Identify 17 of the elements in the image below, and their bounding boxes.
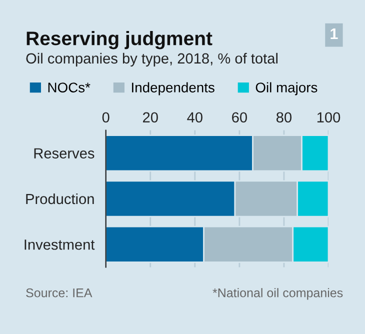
chart-title: Reserving judgment <box>26 31 212 50</box>
x-tick-label: 0 <box>102 112 110 123</box>
y-tick-label: Production <box>26 193 94 204</box>
legend-label: NOCs* <box>48 82 90 92</box>
x-tick-label: 40 <box>187 112 202 123</box>
y-tick-label: Reserves <box>34 148 94 159</box>
x-tick-label: 80 <box>276 112 292 123</box>
chart-subtitle: Oil companies by type, 2018, % of total <box>26 52 278 66</box>
x-tick-label: 20 <box>143 112 158 123</box>
x-tick-label: 60 <box>232 112 247 123</box>
text: 1 <box>330 28 338 40</box>
y-tick-label: Investment <box>24 240 95 250</box>
x-tick-label: 100 <box>317 112 340 123</box>
legend-label: Independents <box>132 82 214 96</box>
source-note: Source: IEA <box>26 288 92 298</box>
legend-label: Oil majors <box>256 82 318 96</box>
text: *National oil companies <box>212 288 343 300</box>
